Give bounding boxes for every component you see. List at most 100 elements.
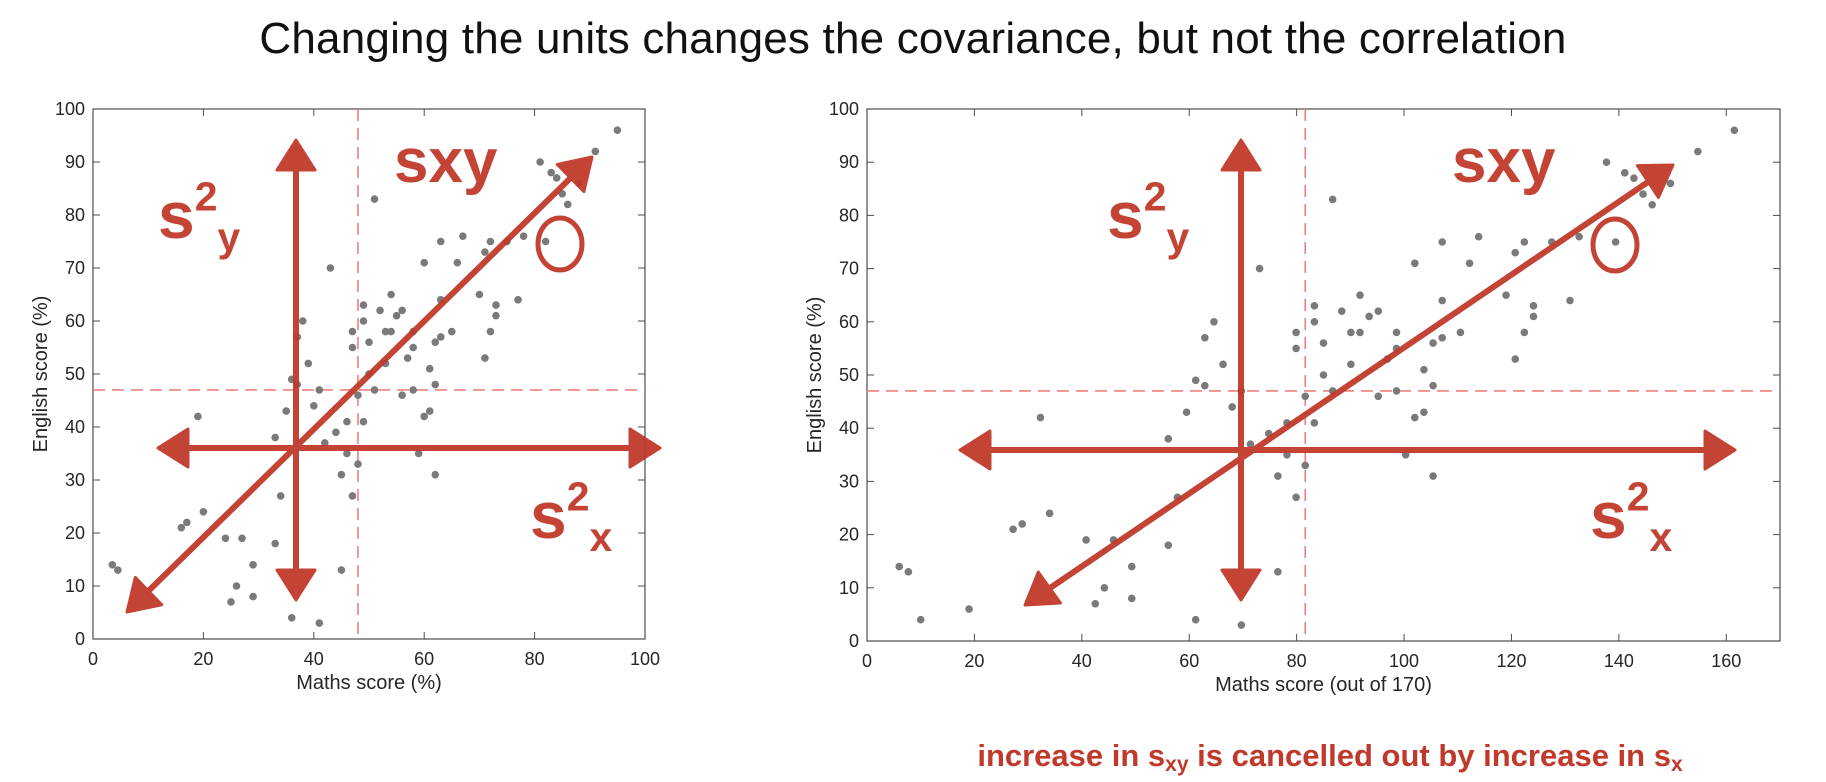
- y-tick-label: 30: [65, 470, 85, 490]
- data-point: [1009, 525, 1017, 534]
- data-point: [108, 561, 117, 569]
- data-point: [448, 327, 456, 336]
- data-point: [486, 327, 495, 336]
- y-tick-label: 10: [65, 576, 85, 596]
- data-point: [965, 605, 973, 613]
- data-point: [1191, 615, 1200, 624]
- data-point: [359, 301, 368, 309]
- data-point: [492, 311, 500, 320]
- y-tick-label: 10: [839, 578, 859, 598]
- data-point: [1347, 328, 1355, 337]
- data-point: [227, 598, 235, 606]
- data-point: [183, 518, 191, 527]
- y-tick-label: 20: [839, 525, 859, 545]
- sy2-label: s2y: [1107, 173, 1189, 260]
- data-point: [1274, 568, 1282, 576]
- data-point: [1575, 232, 1583, 241]
- data-point: [1639, 190, 1647, 198]
- data-point: [1310, 318, 1319, 326]
- y-axis-label: English score (%): [804, 297, 826, 454]
- data-point: [1511, 355, 1520, 363]
- data-point: [337, 566, 346, 574]
- page-title: Changing the units changes the covarianc…: [259, 14, 1567, 63]
- x-tick-label: 80: [1287, 651, 1307, 671]
- data-point: [249, 561, 257, 569]
- data-point: [431, 380, 440, 389]
- data-point: [1164, 435, 1173, 443]
- data-point: [481, 354, 489, 362]
- x-tick-label: 60: [414, 649, 434, 669]
- sx2-label: s2x: [1590, 473, 1672, 560]
- sxy-arrow-head-down: [125, 575, 164, 614]
- data-point: [1566, 296, 1574, 305]
- data-point: [409, 386, 417, 394]
- data-point: [1411, 259, 1419, 268]
- y-tick-label: 20: [65, 523, 85, 543]
- data-point: [1420, 408, 1428, 417]
- data-point: [1666, 179, 1675, 188]
- data-point: [1520, 238, 1529, 246]
- y-tick-label: 60: [839, 312, 859, 332]
- data-point: [354, 391, 362, 400]
- caption: increase in sxy is cancelled out by incr…: [880, 738, 1780, 777]
- data-point: [387, 290, 395, 299]
- x-axis: 0 20 40 60 80 100: [88, 109, 660, 669]
- x-tick-label: 20: [964, 651, 984, 671]
- x-tick-label: 0: [862, 651, 872, 671]
- data-point: [1356, 291, 1364, 300]
- y-tick-label: 70: [65, 258, 85, 278]
- data-point: [1246, 440, 1255, 448]
- data-point: [552, 174, 561, 182]
- y-tick-label: 100: [829, 99, 859, 119]
- data-point: [1438, 333, 1446, 342]
- y-tick-label: 80: [839, 205, 859, 225]
- correlation-circle: [1590, 216, 1640, 274]
- data-point: [591, 147, 600, 156]
- data-point: [425, 407, 434, 415]
- data-point: [1429, 381, 1437, 390]
- data-point: [436, 237, 445, 246]
- sxy-label: sxy: [394, 127, 498, 196]
- data-point: [1502, 291, 1510, 300]
- data-point: [1082, 536, 1090, 544]
- caption-sub-xy: xy: [1165, 753, 1189, 776]
- caption-sub-x: x: [1670, 753, 1683, 776]
- correlation-circle: [535, 215, 585, 273]
- data-point: [221, 534, 230, 543]
- data-point: [519, 232, 528, 240]
- data-point: [304, 359, 313, 368]
- data-point: [365, 338, 373, 347]
- annotation-overlay: s2y sxy s2x: [958, 127, 1737, 607]
- caption-prefix: increase in s: [977, 738, 1166, 773]
- y-tick-label: 90: [839, 152, 859, 172]
- y-axis: 0 10 20 30 40 50 60 70 80 90 100: [829, 99, 1780, 651]
- data-point: [359, 417, 368, 426]
- data-point: [1337, 307, 1346, 315]
- data-point: [1694, 147, 1702, 156]
- data-point: [315, 386, 324, 394]
- data-point: [481, 248, 489, 256]
- x-tick-label: 20: [193, 649, 213, 669]
- data-point: [1602, 158, 1611, 166]
- data-point: [114, 566, 122, 574]
- data-point: [1228, 403, 1236, 411]
- data-point: [1127, 594, 1136, 603]
- data-point: [1511, 248, 1520, 257]
- x-axis: 0 20 40 60 80 100 120 140 160: [862, 109, 1741, 671]
- data-point: [398, 306, 406, 315]
- y-tick-label: 80: [65, 205, 85, 225]
- data-point: [1091, 599, 1100, 608]
- annotation-overlay: s2y sxy s2x: [125, 127, 662, 614]
- y-tick-label: 50: [839, 365, 859, 385]
- data-point: [486, 237, 495, 246]
- data-point: [376, 306, 384, 315]
- y-tick-label: 100: [55, 99, 85, 119]
- data-point: [1274, 472, 1282, 480]
- data-point: [1045, 509, 1054, 518]
- data-point: [1465, 259, 1474, 268]
- data-point: [1529, 302, 1538, 310]
- sx2-arrow-head-right: [1703, 429, 1737, 471]
- data-point: [1301, 392, 1310, 401]
- data-point: [1036, 413, 1045, 422]
